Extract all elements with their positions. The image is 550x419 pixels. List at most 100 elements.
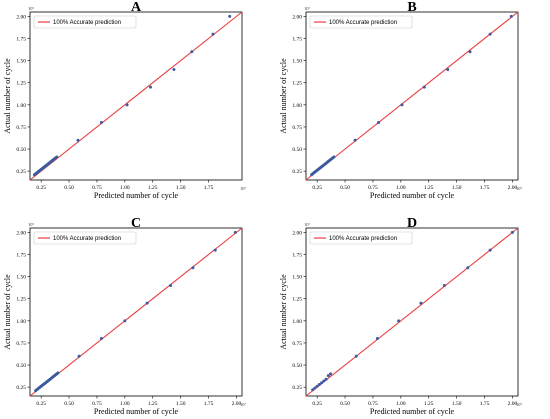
data-point bbox=[510, 230, 514, 234]
x-tick-label: 2.00 bbox=[508, 401, 518, 407]
y-scale-label: 10⁷ bbox=[304, 6, 311, 11]
x-tick-label: 0.25 bbox=[36, 185, 46, 191]
data-point bbox=[99, 121, 103, 125]
data-point bbox=[233, 230, 237, 234]
chart-panel-d: D 10⁷ 10⁷ 0.25 0.50 0.75 1.00 1.25 1.50 1.75 2.00 0… bbox=[279, 216, 523, 416]
data-point bbox=[322, 379, 326, 383]
plot-frame bbox=[305, 227, 519, 397]
data-point bbox=[76, 138, 80, 142]
data-point bbox=[446, 67, 450, 71]
x-tick-label: 1.75 bbox=[480, 185, 490, 191]
y-tick-label: 1.50 bbox=[16, 275, 26, 281]
y-tick-label: 1.25 bbox=[292, 297, 302, 303]
data-point bbox=[326, 374, 330, 378]
x-tick-label: 0.25 bbox=[312, 185, 322, 191]
x-tick-label: 1.50 bbox=[452, 401, 462, 407]
data-point bbox=[228, 14, 232, 18]
x-tick-label: 1.00 bbox=[396, 185, 406, 191]
y-tick-label: 0.75 bbox=[16, 125, 26, 131]
data-point bbox=[149, 85, 153, 89]
x-tick-label: 0.50 bbox=[64, 185, 74, 191]
x-tick-label: 0.50 bbox=[64, 401, 74, 407]
y-tick-label: 1.25 bbox=[16, 297, 26, 303]
panel-label: C bbox=[131, 216, 141, 231]
y-tick-label: 1.25 bbox=[16, 81, 26, 87]
plot-frame bbox=[29, 227, 243, 397]
x-tick-label: 0.75 bbox=[92, 401, 102, 407]
legend-box bbox=[309, 15, 413, 29]
panel-label: D bbox=[407, 216, 417, 231]
data-point bbox=[125, 103, 129, 107]
x-tick-label: 0.75 bbox=[368, 401, 378, 407]
x-scale-label: 10⁷ bbox=[240, 186, 247, 191]
y-tick-label: 2.00 bbox=[292, 230, 302, 236]
data-point bbox=[191, 266, 195, 270]
x-tick-label: 0.50 bbox=[340, 185, 350, 191]
data-point bbox=[77, 354, 81, 358]
x-tick-label: 0.50 bbox=[340, 401, 350, 407]
y-tick-label: 0.25 bbox=[16, 385, 26, 391]
data-point bbox=[488, 32, 492, 36]
data-point bbox=[488, 248, 492, 252]
legend-entry: 100% Accurate prediction bbox=[53, 236, 121, 242]
panel-label: A bbox=[131, 0, 142, 15]
y-axis-label: Actual number of cycle bbox=[279, 58, 288, 134]
y-tick-label: 0.50 bbox=[292, 363, 302, 369]
y-tick-label: 1.75 bbox=[292, 37, 302, 43]
x-tick-label: 2.00 bbox=[508, 185, 518, 191]
y-tick-label: 1.50 bbox=[292, 59, 302, 65]
y-scale-label: 10⁷ bbox=[304, 222, 311, 227]
x-tick-label: 1.25 bbox=[424, 185, 434, 191]
x-tick-label: 1.50 bbox=[176, 185, 186, 191]
data-point bbox=[509, 14, 513, 18]
x-tick-label: 1.75 bbox=[204, 185, 214, 191]
data-point bbox=[169, 283, 173, 287]
x-axis-label: Predicted number of cycle bbox=[94, 407, 179, 416]
y-tick-label: 0.50 bbox=[16, 147, 26, 153]
legend-box bbox=[33, 15, 137, 29]
legend-box bbox=[33, 231, 137, 245]
data-point bbox=[324, 377, 328, 381]
y-scale-label: 10⁷ bbox=[28, 6, 35, 11]
x-tick-label: 0.25 bbox=[312, 401, 322, 407]
y-tick-label: 1.25 bbox=[292, 81, 302, 87]
legend-box bbox=[309, 231, 413, 245]
chart-panel-b: B 10⁷ 10⁷ 0.25 0.50 0.75 1.00 1.25 1.50 1.75 2.00 0… bbox=[279, 0, 523, 200]
data-point bbox=[123, 319, 127, 323]
x-tick-label: 1.00 bbox=[120, 401, 130, 407]
y-tick-label: 2.00 bbox=[16, 14, 26, 20]
reference-line bbox=[305, 227, 519, 397]
x-tick-label: 0.75 bbox=[92, 185, 102, 191]
y-tick-label: 0.25 bbox=[292, 385, 302, 391]
y-tick-label: 2.00 bbox=[292, 14, 302, 20]
data-point bbox=[315, 384, 319, 388]
data-point bbox=[377, 121, 381, 125]
y-scale-label: 10⁷ bbox=[28, 222, 35, 227]
x-tick-label: 1.00 bbox=[120, 185, 130, 191]
data-point bbox=[145, 301, 149, 305]
x-scale-label: 10⁷ bbox=[516, 402, 523, 407]
y-tick-label: 0.25 bbox=[16, 169, 26, 175]
data-point bbox=[172, 67, 176, 71]
x-tick-label: 1.25 bbox=[148, 185, 158, 191]
y-axis-label: Actual number of cycle bbox=[3, 274, 12, 350]
x-scale-label: 10⁷ bbox=[516, 186, 523, 191]
y-tick-label: 1.50 bbox=[292, 275, 302, 281]
data-point bbox=[211, 32, 215, 36]
data-point bbox=[422, 85, 426, 89]
y-tick-label: 0.75 bbox=[16, 341, 26, 347]
y-tick-label: 1.75 bbox=[16, 253, 26, 259]
x-tick-label: 0.25 bbox=[36, 401, 46, 407]
y-tick-label: 0.75 bbox=[292, 341, 302, 347]
data-point bbox=[320, 381, 324, 385]
y-tick-label: 1.75 bbox=[16, 37, 26, 43]
y-tick-label: 1.00 bbox=[292, 319, 302, 325]
x-tick-label: 2.00 bbox=[232, 401, 242, 407]
panel-label: B bbox=[407, 0, 416, 15]
y-tick-label: 0.50 bbox=[292, 147, 302, 153]
x-tick-label: 1.25 bbox=[424, 401, 434, 407]
x-tick-label: 1.75 bbox=[204, 401, 214, 407]
y-tick-label: 1.00 bbox=[16, 103, 26, 109]
data-point bbox=[419, 301, 423, 305]
data-point bbox=[317, 383, 321, 387]
